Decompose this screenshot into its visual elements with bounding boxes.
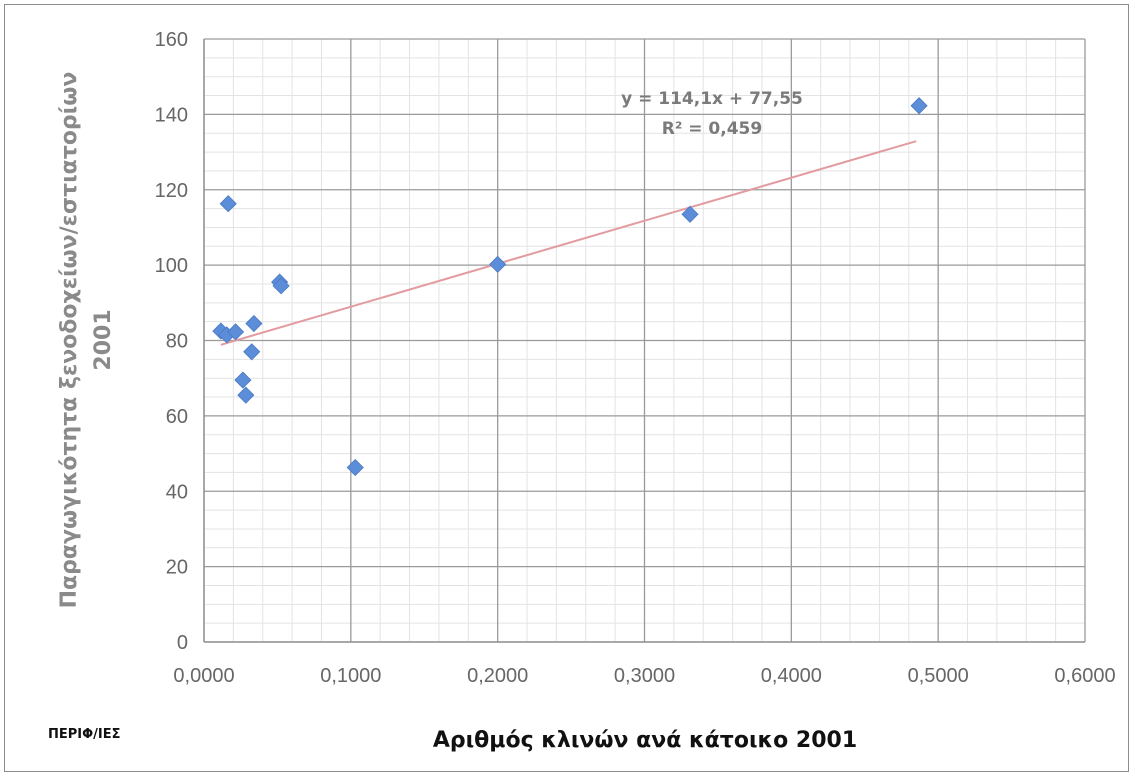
y-tick-label: 140 — [155, 104, 188, 126]
major-gridlines — [204, 38, 1086, 642]
x-tick-label: 0,6000 — [1054, 665, 1115, 687]
y-tick-label: 160 — [155, 29, 188, 51]
y-tick-label: 20 — [166, 557, 188, 579]
x-tick-labels: 0,0000 0,1000 0,2000 0,3000 0,4000 0,5000 0,60… — [173, 665, 1115, 687]
data-points — [212, 97, 928, 477]
chart-frame — [4, 4, 1129, 772]
x-tick-label: 0,1000 — [320, 665, 381, 687]
y-tick-label: 0 — [177, 632, 188, 654]
x-tick-label: 0,0000 — [173, 665, 234, 687]
y-axis-label-line1: Παραγωγικότητα ξενοδοχείων/εστιατορίων — [57, 72, 82, 609]
x-tick-label: 0,5000 — [908, 665, 969, 687]
corner-label: ΠΕΡΙΦ/ΙΕΣ — [48, 727, 121, 742]
data-point — [245, 314, 263, 333]
trendline-group — [220, 140, 917, 346]
data-point — [910, 97, 928, 115]
data-point — [243, 343, 261, 361]
data-point — [227, 323, 245, 341]
x-tick-label: 0,3000 — [614, 665, 675, 687]
y-tick-label: 100 — [155, 255, 188, 277]
data-point — [237, 386, 255, 404]
trendline — [220, 140, 917, 346]
y-tick-label: 60 — [166, 406, 188, 428]
y-tick-labels: 0 20 40 60 80 100 120 140 160 — [155, 29, 188, 654]
data-point — [234, 371, 252, 389]
trendline-r-squared: R² = 0,459 — [662, 119, 762, 139]
axes — [203, 39, 1085, 643]
y-tick-label: 120 — [155, 180, 188, 202]
trendline-equation: y = 114,1x + 77,55 — [621, 89, 803, 109]
data-point — [272, 277, 290, 295]
data-point — [681, 205, 699, 223]
x-tick-label: 0,2000 — [467, 665, 528, 687]
y-tick-label: 80 — [166, 331, 188, 353]
y-tick-label: 40 — [166, 481, 188, 503]
y-axis-label-line2: 2001 — [91, 309, 116, 370]
x-axis-label: Αριθμός κλινών ανά κάτοικο 2001 — [433, 728, 857, 753]
data-point — [346, 458, 364, 477]
data-point — [489, 255, 507, 273]
x-tick-label: 0,4000 — [761, 665, 822, 687]
data-point — [219, 195, 237, 213]
